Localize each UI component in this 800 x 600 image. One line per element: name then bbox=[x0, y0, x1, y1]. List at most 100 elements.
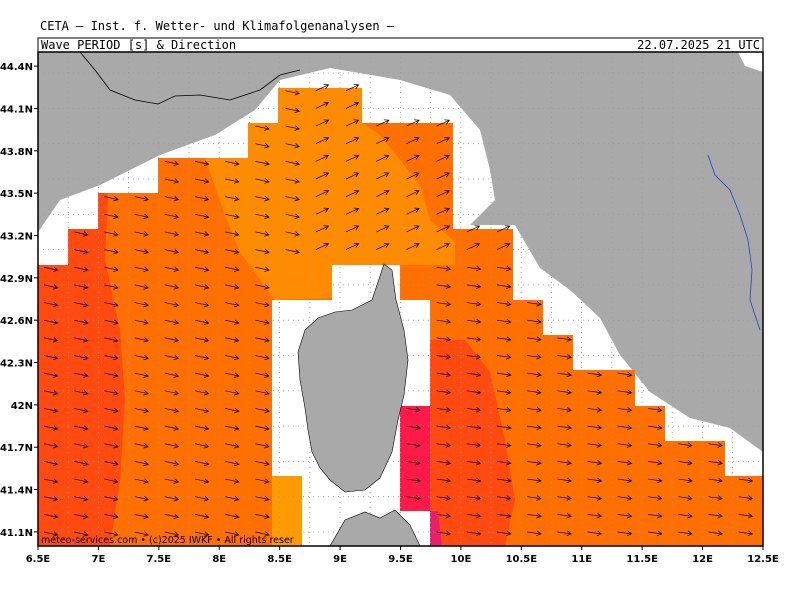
direction-arrow bbox=[164, 231, 180, 237]
direction-arrow bbox=[617, 442, 633, 448]
direction-arrow bbox=[43, 531, 59, 537]
direction-arrow bbox=[194, 337, 210, 343]
direction-arrow bbox=[255, 301, 270, 308]
direction-arrow bbox=[345, 154, 360, 162]
direction-arrow bbox=[194, 372, 210, 378]
direction-arrow bbox=[466, 318, 482, 325]
direction-arrow bbox=[466, 265, 482, 272]
direction-arrow bbox=[496, 477, 512, 484]
direction-arrow bbox=[436, 495, 452, 501]
direction-arrow bbox=[587, 513, 603, 519]
direction-arrow bbox=[315, 137, 330, 145]
direction-arrow bbox=[315, 190, 330, 197]
direction-arrow bbox=[708, 530, 723, 537]
direction-arrow bbox=[164, 178, 180, 184]
direction-arrow bbox=[194, 513, 210, 520]
direction-arrow bbox=[527, 301, 542, 307]
direction-arrow bbox=[527, 371, 542, 378]
direction-arrow bbox=[557, 442, 572, 448]
direction-arrow bbox=[587, 407, 603, 413]
direction-arrow bbox=[255, 160, 270, 167]
direction-arrow bbox=[225, 407, 240, 414]
direction-arrow bbox=[104, 425, 119, 431]
direction-arrow bbox=[466, 495, 482, 501]
direction-arrow bbox=[225, 266, 240, 272]
corsica bbox=[297, 263, 409, 493]
direction-arrow bbox=[376, 243, 390, 250]
direction-arrow bbox=[436, 530, 452, 537]
direction-arrow bbox=[496, 318, 512, 325]
direction-arrow bbox=[678, 513, 693, 519]
direction-arrow bbox=[436, 477, 452, 484]
valid-time: 22.07.2025 21 UTC bbox=[637, 38, 760, 52]
direction-arrow bbox=[406, 460, 421, 466]
direction-arrow bbox=[104, 196, 119, 202]
direction-arrow bbox=[134, 319, 150, 325]
direction-arrow bbox=[436, 154, 450, 162]
x-tick-label: 11.5E bbox=[626, 554, 658, 565]
direction-arrow bbox=[527, 442, 542, 448]
y-tick-label: 43.8N bbox=[0, 147, 33, 158]
period-field bbox=[38, 193, 125, 546]
direction-arrow bbox=[678, 442, 693, 448]
y-tick-label: 41.1N bbox=[0, 528, 33, 539]
direction-arrow bbox=[436, 265, 452, 272]
direction-arrow bbox=[647, 424, 663, 431]
direction-arrow bbox=[496, 243, 511, 250]
direction-arrow bbox=[255, 354, 270, 361]
direction-arrow bbox=[255, 478, 270, 484]
direction-arrow bbox=[255, 284, 270, 290]
x-tick-label: 9.5E bbox=[388, 554, 413, 565]
direction-arrow bbox=[436, 442, 452, 448]
direction-arrow bbox=[315, 207, 330, 215]
direction-arrow bbox=[225, 178, 240, 184]
direction-arrow bbox=[225, 460, 240, 467]
direction-arrow bbox=[708, 495, 723, 501]
direction-arrow bbox=[194, 196, 210, 202]
direction-arrow bbox=[43, 354, 59, 361]
coastline bbox=[79, 52, 301, 105]
direction-arrow bbox=[225, 196, 240, 202]
direction-arrow bbox=[134, 496, 150, 502]
direction-arrow bbox=[164, 213, 180, 219]
direction-arrow bbox=[587, 477, 603, 484]
direction-arrow bbox=[194, 284, 210, 290]
direction-arrow bbox=[194, 178, 210, 184]
direction-arrow bbox=[255, 143, 270, 149]
direction-arrow bbox=[285, 178, 301, 184]
direction-arrow bbox=[436, 301, 452, 307]
direction-arrow bbox=[104, 319, 119, 325]
x-tick-label: 6.5E bbox=[26, 554, 51, 565]
direction-arrow bbox=[285, 213, 301, 219]
direction-arrow bbox=[225, 425, 240, 431]
direction-arrow bbox=[194, 407, 210, 414]
direction-arrow bbox=[134, 443, 150, 449]
direction-arrow bbox=[496, 495, 512, 501]
direction-arrow bbox=[436, 424, 452, 431]
direction-arrow bbox=[74, 460, 89, 467]
direction-arrow bbox=[708, 460, 723, 466]
direction-arrow bbox=[255, 390, 270, 396]
direction-arrow bbox=[164, 266, 180, 272]
direction-arrow bbox=[164, 284, 180, 290]
direction-arrow bbox=[376, 190, 390, 197]
direction-arrow bbox=[557, 371, 572, 378]
direction-arrow bbox=[194, 478, 210, 484]
direction-arrow bbox=[406, 190, 420, 197]
direction-arrow bbox=[104, 513, 119, 520]
footer: meteo-services.com • (c)2025 IWKF • All … bbox=[41, 535, 294, 546]
direction-arrow bbox=[104, 407, 119, 414]
direction-arrow bbox=[738, 477, 754, 484]
direction-arrow bbox=[134, 213, 150, 219]
direction-arrow bbox=[164, 425, 180, 431]
y-tick-label: 42.9N bbox=[0, 274, 33, 285]
direction-arrow bbox=[678, 530, 693, 537]
direction-arrow bbox=[74, 443, 89, 449]
direction-arrow bbox=[225, 531, 240, 537]
direction-arrow bbox=[345, 137, 360, 145]
x-tick-label: 11E bbox=[571, 554, 592, 565]
direction-arrow bbox=[194, 248, 210, 255]
direction-arrow bbox=[376, 137, 390, 145]
direction-arrow bbox=[225, 496, 240, 502]
